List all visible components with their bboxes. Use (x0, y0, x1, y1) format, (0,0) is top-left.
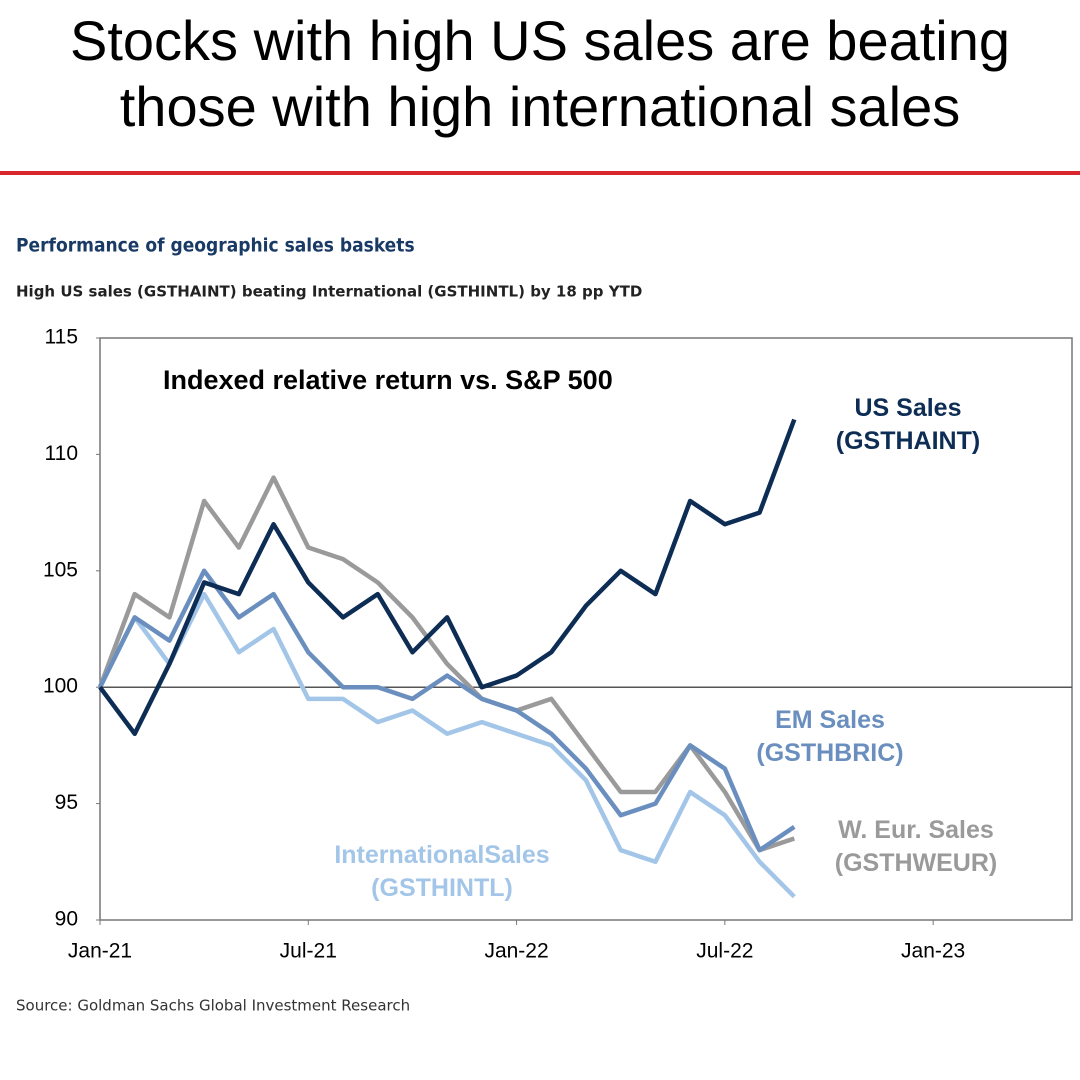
series-label: W. Eur. Sales (GSTHWEUR) (834, 816, 998, 877)
y-tick-label: 110 (45, 442, 78, 465)
series-line (98, 418, 797, 737)
x-tick-label: Jan-22 (484, 940, 548, 963)
y-tick-label: 90 (55, 908, 78, 931)
headline: Stocks with high US sales are beating th… (69, 9, 1011, 138)
series-label: InternationalSales (GSTHINTL) (334, 841, 550, 902)
annotation: Indexed relative return vs. S&P 500 (163, 365, 613, 395)
y-tick-label: 105 (43, 558, 78, 581)
plot-frame (99, 337, 1073, 921)
source: Source: Goldman Sachs Global Investment … (16, 997, 410, 1015)
y-tick-label: 95 (55, 791, 78, 814)
x-tick-label: Jan-21 (68, 940, 132, 963)
chart-subtitle: High US sales (GSTHAINT) beating Interna… (16, 283, 642, 301)
divider (0, 171, 1080, 175)
series-line (97, 568, 796, 853)
series-label: US Sales (GSTHAINT) (835, 394, 981, 455)
chart-title: Performance of geographic sales baskets (16, 235, 415, 257)
x-tick-label: Jul-22 (696, 940, 753, 963)
y-tick-label: 115 (45, 326, 78, 349)
y-tick-label: 100 (43, 675, 78, 698)
series-label: EM Sales (GSTHBRIC) (756, 706, 904, 767)
x-tick-label: Jul-21 (280, 940, 337, 963)
x-tick-label: Jan-23 (901, 940, 965, 963)
series-line (97, 591, 796, 899)
